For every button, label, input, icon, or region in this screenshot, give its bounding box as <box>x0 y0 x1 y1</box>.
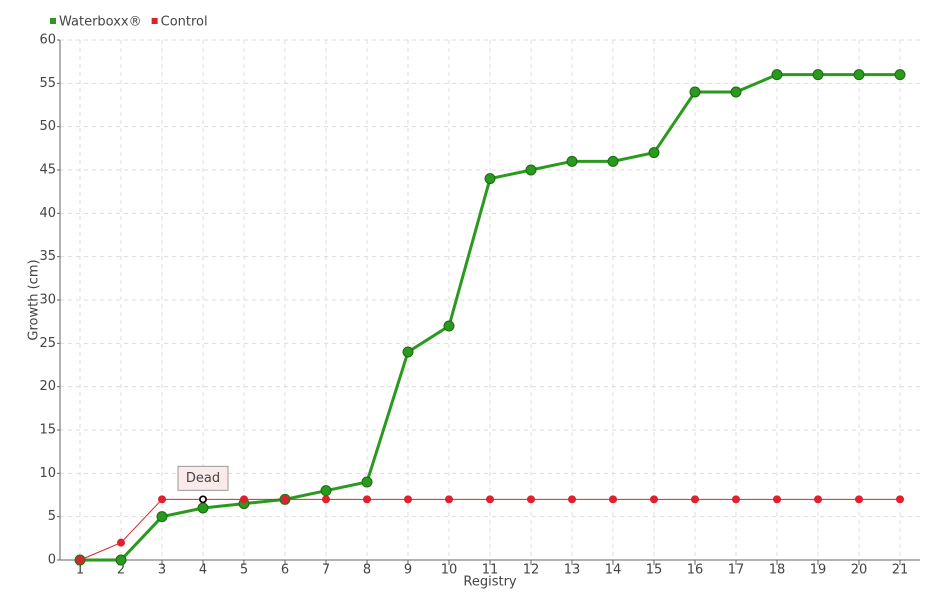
y-tick-label: 40 <box>39 206 56 221</box>
data-point <box>771 69 783 81</box>
data-point <box>445 495 453 504</box>
x-tick-label: 18 <box>769 563 786 578</box>
x-tick-label: 1 <box>76 563 84 578</box>
data-point <box>525 164 537 176</box>
data-point <box>240 495 248 504</box>
data-point <box>197 502 209 514</box>
data-point <box>732 495 740 504</box>
x-axis-title: Registry <box>463 575 517 590</box>
x-tick-label: 8 <box>363 563 371 578</box>
x-tick-label: 10 <box>441 563 458 578</box>
data-point <box>361 476 373 488</box>
data-point <box>814 495 822 504</box>
data-point <box>689 86 701 98</box>
data-point <box>322 495 330 504</box>
x-tick-label: 17 <box>728 563 745 578</box>
legend-label: Waterboxx® <box>59 15 142 30</box>
y-tick-label: 35 <box>39 249 56 264</box>
x-tick-label: 4 <box>199 563 207 578</box>
y-tick-label: 45 <box>39 163 56 178</box>
data-point <box>609 495 617 504</box>
y-tick-label: 10 <box>39 466 56 481</box>
data-point <box>855 495 863 504</box>
y-tick-label: 15 <box>39 423 56 438</box>
legend-swatch <box>151 18 158 24</box>
x-tick-label: 7 <box>322 563 330 578</box>
data-point <box>158 495 166 504</box>
data-point <box>363 495 371 504</box>
legend-label: Control <box>161 15 208 30</box>
y-axis-title: Growth (cm) <box>27 259 42 340</box>
y-tick-label: 60 <box>39 33 56 48</box>
data-point <box>896 495 904 504</box>
data-point <box>281 495 289 504</box>
data-point <box>404 495 412 504</box>
data-point <box>691 495 699 504</box>
y-tick-label: 20 <box>39 379 56 394</box>
x-tick-label: 5 <box>240 563 248 578</box>
y-tick-label: 30 <box>39 293 56 308</box>
data-point <box>566 155 578 167</box>
data-point <box>486 495 494 504</box>
x-tick-label: 9 <box>404 563 412 578</box>
x-tick-label: 20 <box>851 563 868 578</box>
data-point <box>607 155 619 167</box>
data-point <box>117 538 125 547</box>
data-point <box>853 69 865 81</box>
x-tick-label: 3 <box>158 563 166 578</box>
data-point <box>812 69 824 81</box>
x-tick-label: 2 <box>117 563 125 578</box>
legend-swatch <box>50 18 56 24</box>
y-tick-label: 0 <box>48 553 56 568</box>
annotation-marker <box>199 495 207 504</box>
x-tick-label: 15 <box>646 563 663 578</box>
x-tick-label: 12 <box>523 563 540 578</box>
data-point <box>730 86 742 98</box>
data-point <box>650 495 658 504</box>
y-tick-label: 50 <box>39 119 56 134</box>
data-point <box>402 346 414 358</box>
annotation-text: Dead <box>186 471 220 486</box>
x-tick-label: 13 <box>564 563 581 578</box>
data-point <box>527 495 535 504</box>
data-point <box>443 320 455 332</box>
y-tick-label: 55 <box>39 76 56 91</box>
data-point <box>648 147 660 159</box>
x-tick-label: 19 <box>810 563 827 578</box>
x-tick-label: 16 <box>687 563 704 578</box>
data-point <box>156 511 168 523</box>
y-tick-label: 5 <box>48 509 56 524</box>
annotation-box <box>177 465 229 491</box>
x-tick-label: 21 <box>892 563 909 578</box>
data-point <box>484 173 496 185</box>
data-point <box>320 485 332 497</box>
data-point <box>773 495 781 504</box>
x-tick-label: 6 <box>281 563 289 578</box>
x-tick-label: 14 <box>605 563 622 578</box>
data-point <box>76 556 84 564</box>
data-point <box>115 554 127 566</box>
x-tick-label: 11 <box>482 563 499 578</box>
data-point <box>568 495 576 504</box>
y-tick-label: 25 <box>39 336 56 351</box>
data-point <box>894 69 906 81</box>
